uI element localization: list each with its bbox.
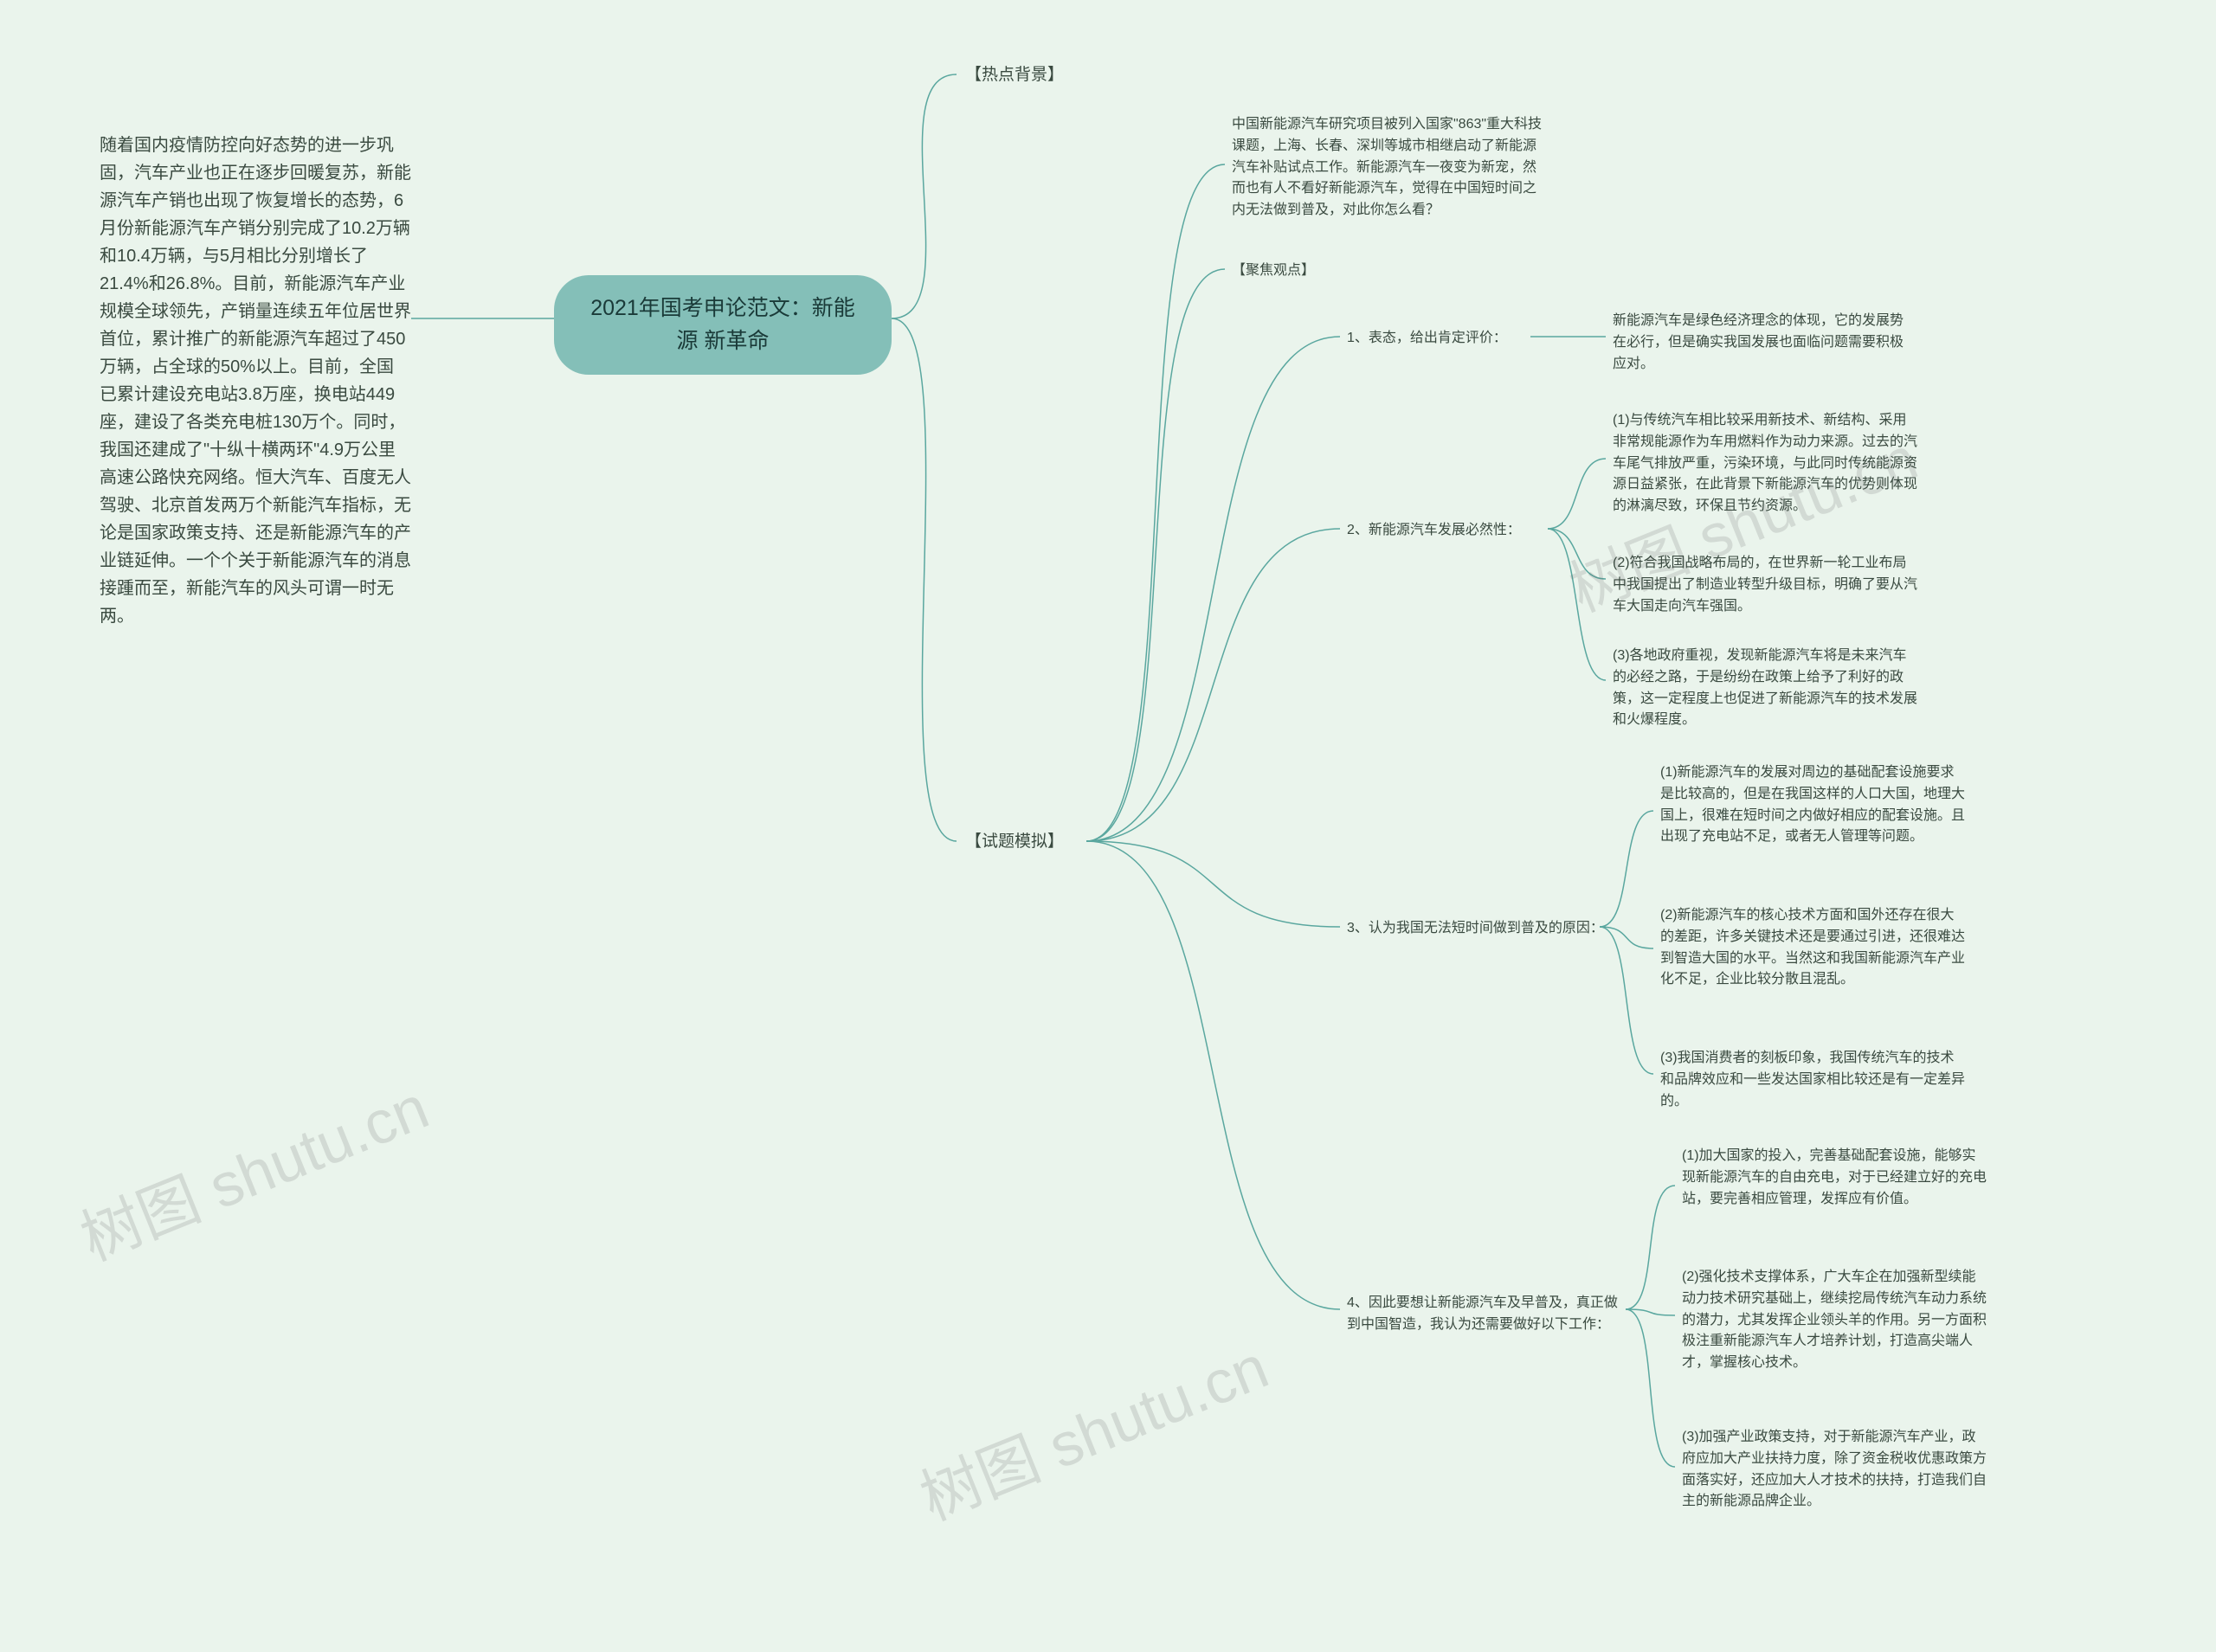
point-3-leaf-3: (3)我国消费者的刻板印象，我国传统汽车的技术和品牌效应和一些发达国家相比较还是… <box>1653 1045 1974 1115</box>
point-2-label: 2、新能源汽车发展必然性： <box>1340 517 1528 545</box>
point-4-leaf-1: (1)加大国家的投入，完善基础配套设施，能够实现新能源汽车的自由充电，对于已经建… <box>1675 1142 1995 1213</box>
center-node: 2021年国考申论范文：新能源 新革命 <box>554 275 892 375</box>
point-2-leaf-2: (2)符合我国战略布局的，在世界新一轮工业布局中我国提出了制造业转型升级目标，明… <box>1606 550 1926 620</box>
branch-simulation: 【试题模拟】 <box>957 824 1073 860</box>
point-4-leaf-2: (2)强化技术支撑体系，广大车企在加强新型续能动力技术研究基础上，继续挖局传统汽… <box>1675 1263 1995 1378</box>
point-1-leaf: 新能源汽车是绿色经济理念的体现，它的发展势在必行，但是确实我国发展也面临问题需要… <box>1606 307 1917 378</box>
watermark: 树图 shutu.cn <box>67 1059 440 1278</box>
point-3-leaf-2: (2)新能源汽车的核心技术方面和国外还存在很大的差距，许多关键技术还是要通过引进… <box>1653 902 1974 994</box>
point-4-leaf-3: (3)加强产业政策支持，对于新能源汽车产业，政府应加大产业扶持力度，除了资金税收… <box>1675 1424 1995 1516</box>
focus-viewpoint-label: 【聚焦观点】 <box>1225 257 1322 286</box>
branch-hot-background: 【热点背景】 <box>957 57 1073 93</box>
sim-intro: 中国新能源汽车研究项目被列入国家"863"重大科技课题，上海、长春、深圳等城市相… <box>1225 111 1554 225</box>
point-4-label: 4、因此要想让新能源汽车及早普及，真正做到中国智造，我认为还需要做好以下工作： <box>1340 1289 1626 1340</box>
point-1-label: 1、表态，给出肯定评价： <box>1340 325 1514 353</box>
left-paragraph: 随着国内疫情防控向好态势的进一步巩固，汽车产业也正在逐步回暖复苏，新能源汽车产销… <box>100 132 411 630</box>
point-3-label: 3、认为我国无法短时间做到普及的原因： <box>1340 915 1611 943</box>
point-3-leaf-1: (1)新能源汽车的发展对周边的基础配套设施要求是比较高的，但是在我国这样的人口大… <box>1653 759 1974 852</box>
point-2-leaf-3: (3)各地政府重视，发现新能源汽车将是未来汽车的必经之路，于是纷纷在政策上给予了… <box>1606 642 1926 735</box>
watermark: 树图 shutu.cn <box>906 1319 1279 1538</box>
point-2-leaf-1: (1)与传统汽车相比较采用新技术、新结构、采用非常规能源作为车用燃料作为动力来源… <box>1606 407 1926 521</box>
